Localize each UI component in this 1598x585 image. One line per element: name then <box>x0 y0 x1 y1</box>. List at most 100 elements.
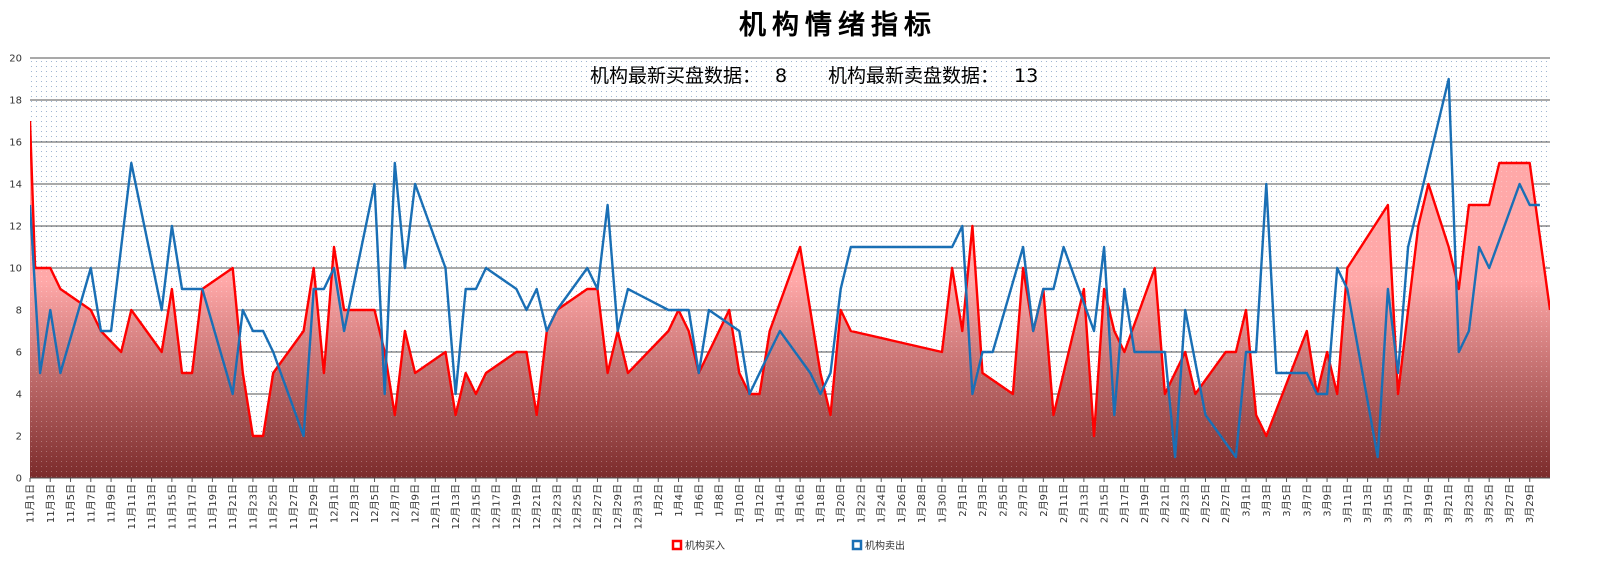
x-tick-label: 2月1日 <box>957 484 969 517</box>
x-tick-label: 1月14日 <box>774 484 786 523</box>
legend-item-buy[interactable]: 机构买入 <box>671 539 725 552</box>
x-tick-label: 2月13日 <box>1078 484 1090 523</box>
x-tick-label: 11月1日 <box>25 484 37 523</box>
sell-series-line <box>30 77 1540 459</box>
legend-buy-swatch <box>671 539 683 551</box>
x-tick-label: 1月26日 <box>896 484 908 523</box>
x-tick-label: 3月9日 <box>1322 484 1334 517</box>
y-tick-label: 6 <box>16 348 22 359</box>
x-tick-label: 11月7日 <box>85 484 97 523</box>
y-axis-ticks: 0 2 4 6 8 10 12 14 16 18 20 <box>9 54 22 485</box>
x-tick-label: 3月15日 <box>1382 484 1394 523</box>
latest-stats: 机构最新买盘数据： 8 机构最新卖盘数据： 13 <box>590 65 1038 87</box>
x-tick-label: 2月11日 <box>1058 484 1070 523</box>
legend-item-sell[interactable]: 机构卖出 <box>851 539 905 552</box>
y-tick-label: 8 <box>16 306 22 317</box>
x-tick-label: 11月17日 <box>187 484 199 529</box>
y-tick-label: 4 <box>16 390 22 401</box>
x-tick-label: 2月25日 <box>1200 484 1212 523</box>
x-tick-label: 11月13日 <box>146 484 158 529</box>
x-tick-label: 11月3日 <box>45 484 57 523</box>
x-tick-label: 3月3日 <box>1261 484 1273 517</box>
x-tick-label: 12月15日 <box>470 484 482 529</box>
x-tick-label: 12月7日 <box>389 484 401 523</box>
buy-stat-label: 机构最新买盘数据： <box>590 65 761 87</box>
x-tick-label: 2月23日 <box>1180 484 1192 523</box>
x-tick-label: 12月23日 <box>551 484 563 529</box>
x-tick-label: 11月15日 <box>166 484 178 529</box>
y-tick-label: 2 <box>16 432 22 443</box>
x-tick-label: 1月28日 <box>916 484 928 523</box>
x-tick-label: 12月25日 <box>572 484 584 529</box>
x-axis-ticks: 11月1日 11月3日 11月5日 11月7日 11月9日 11月11日 11月13日 11月… <box>25 478 1536 529</box>
x-tick-label: 1月8日 <box>714 484 726 517</box>
x-tick-label: 11月27日 <box>288 484 300 529</box>
x-tick-label: 3月7日 <box>1301 484 1313 517</box>
x-tick-label: 11月29日 <box>308 484 320 529</box>
y-tick-label: 20 <box>9 54 22 65</box>
x-tick-label: 1月4日 <box>673 484 685 517</box>
y-tick-label: 16 <box>9 138 22 149</box>
x-tick-label: 12月31日 <box>633 484 645 529</box>
x-tick-label: 12月3日 <box>349 484 361 523</box>
x-tick-label: 11月11日 <box>126 484 138 529</box>
x-tick-label: 1月12日 <box>754 484 766 523</box>
legend-sell-label: 机构卖出 <box>865 539 905 552</box>
x-tick-label: 12月17日 <box>491 484 503 529</box>
x-tick-label: 2月17日 <box>1119 484 1131 523</box>
x-tick-label: 1月10日 <box>734 484 746 523</box>
x-tick-label: 12月27日 <box>592 484 604 529</box>
sell-stat-label: 机构最新卖盘数据： <box>828 65 999 87</box>
x-tick-label: 3月5日 <box>1281 484 1293 517</box>
x-tick-label: 12月9日 <box>410 484 422 523</box>
x-tick-label: 11月5日 <box>65 484 77 523</box>
x-tick-label: 3月25日 <box>1484 484 1496 523</box>
x-tick-label: 3月27日 <box>1504 484 1516 523</box>
x-tick-label: 12月1日 <box>329 484 341 523</box>
x-tick-label: 11月21日 <box>227 484 239 529</box>
x-tick-label: 1月2日 <box>653 484 665 517</box>
x-tick-label: 2月21日 <box>1159 484 1171 523</box>
x-tick-label: 12月5日 <box>369 484 381 523</box>
x-tick-label: 3月11日 <box>1342 484 1354 523</box>
x-tick-label: 2月7日 <box>1018 484 1030 517</box>
x-tick-label: 12月19日 <box>511 484 523 529</box>
x-tick-label: 3月23日 <box>1463 484 1475 523</box>
x-tick-label: 2月9日 <box>1038 484 1050 517</box>
x-tick-label: 11月25日 <box>268 484 280 529</box>
chart-title: 机构情绪指标 <box>739 10 937 41</box>
y-tick-label: 14 <box>9 180 22 191</box>
buy-series-area-texture <box>30 121 1550 478</box>
x-tick-label: 1月24日 <box>876 484 888 523</box>
x-tick-label: 2月19日 <box>1139 484 1151 523</box>
x-tick-label: 12月29日 <box>612 484 624 529</box>
x-tick-label: 11月19日 <box>207 484 219 529</box>
sell-stat-value: 13 <box>1014 65 1038 87</box>
x-tick-label: 1月18日 <box>815 484 827 523</box>
legend-buy-label: 机构买入 <box>685 539 725 552</box>
x-tick-label: 3月17日 <box>1403 484 1415 523</box>
x-tick-label: 3月21日 <box>1443 484 1455 523</box>
x-tick-label: 2月5日 <box>997 484 1009 517</box>
x-tick-label: 11月23日 <box>247 484 259 529</box>
x-tick-label: 12月11日 <box>430 484 442 529</box>
y-tick-label: 10 <box>9 264 22 275</box>
x-tick-label: 1月16日 <box>795 484 807 523</box>
x-tick-label: 11月9日 <box>106 484 118 523</box>
x-tick-label: 12月13日 <box>450 484 462 529</box>
legend-sell-swatch <box>851 539 863 551</box>
y-tick-label: 18 <box>9 96 22 107</box>
buy-stat-value: 8 <box>775 65 787 87</box>
y-tick-label: 0 <box>16 474 22 485</box>
x-tick-label: 1月30日 <box>937 484 949 523</box>
y-tick-label: 12 <box>9 222 22 233</box>
x-tick-label: 12月21日 <box>531 484 543 529</box>
x-tick-label: 1月6日 <box>693 484 705 517</box>
x-tick-label: 2月27日 <box>1220 484 1232 523</box>
buy-series-line <box>30 120 1550 438</box>
x-tick-label: 1月22日 <box>855 484 867 523</box>
x-tick-label: 3月29日 <box>1524 484 1536 523</box>
x-tick-label: 3月19日 <box>1423 484 1435 523</box>
legend: 机构买入 机构卖出 <box>671 539 905 552</box>
